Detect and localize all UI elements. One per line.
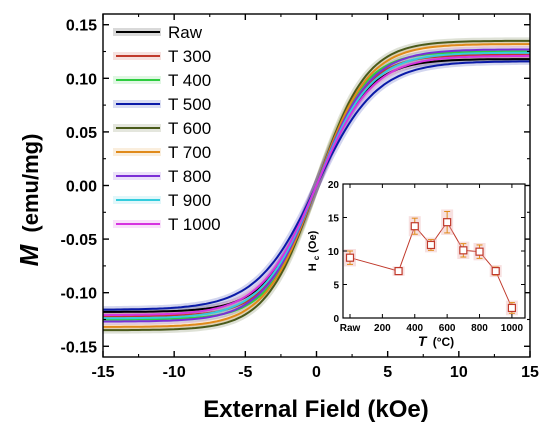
legend-item-t-900: T 900: [113, 191, 211, 210]
inset-marker: [507, 303, 517, 313]
inset-marker: [394, 267, 403, 276]
inset-x-tick-label: 200: [374, 323, 391, 334]
legend: Raw T 300 T 400 T 500 T 600 T 700 T 800 T 900 T …: [113, 23, 221, 234]
legend-label: T 500: [168, 95, 211, 114]
legend-item-t-400: T 400: [113, 71, 211, 90]
legend-label: T 400: [168, 71, 211, 90]
inset-marker: [426, 240, 436, 250]
main-series-group: [103, 37, 530, 334]
inset-x-tick-label: 400: [406, 323, 423, 334]
legend-item-t-1000: T 1000: [113, 215, 221, 234]
inset-x-tick-label: 800: [471, 323, 488, 334]
y-tick-label: 0.00: [66, 179, 97, 196]
inset-point-900: [489, 265, 502, 278]
inset-point-raw: [344, 249, 356, 267]
y-tick-label: 0.05: [66, 125, 97, 142]
x-tick-label: 10: [450, 364, 468, 381]
inset-series-group: [344, 209, 518, 316]
inset-background: [343, 184, 525, 318]
y-tick-label: -0.10: [61, 286, 98, 303]
inset-point-700: [457, 241, 470, 260]
legend-label: T 600: [168, 119, 211, 138]
legend-item-t-600: T 600: [113, 119, 211, 138]
inset-point-800: [473, 242, 486, 261]
inset-x-axis-title: T (°C): [418, 333, 454, 349]
inset-point-300: [392, 266, 405, 276]
inset-marker: [345, 253, 355, 262]
y-tick-label: 0.15: [66, 18, 97, 35]
legend-item-t-300: T 300: [113, 47, 211, 66]
legend-item-raw: Raw: [113, 23, 203, 42]
legend-label: T 900: [168, 191, 211, 210]
y-axis-title-symbol: M: [14, 243, 44, 266]
inset-x-tick-label: Raw: [340, 323, 361, 334]
x-tick-label: 5: [383, 364, 392, 381]
x-tick-label: -10: [163, 364, 186, 381]
y-tick-label: -0.15: [61, 339, 98, 356]
inset-y-tick-label: 0: [333, 314, 339, 325]
main-axes-group: -15 -10 -5 0 5 10 15 -0.15 -0.10 -0.05 0.00 0.05 0.1…: [61, 14, 539, 381]
x-tick-label: -15: [91, 364, 114, 381]
legend-label: Raw: [168, 23, 203, 42]
inset-y-tick-label: 10: [328, 247, 340, 258]
inset-y-axis-title-unit: (Oe): [307, 230, 319, 255]
inset-x-tick-label: 1000: [501, 323, 524, 334]
inset-marker: [443, 218, 452, 227]
inset-marker: [459, 246, 468, 255]
legend-label: T 300: [168, 47, 211, 66]
inset-marker: [410, 222, 419, 231]
inset-y-tick-label: 15: [328, 214, 340, 225]
legend-item-t-700: T 700: [113, 143, 211, 162]
y-axis-title-unit: (emu/mg): [18, 134, 43, 233]
inset-y-tick-label: 5: [333, 281, 339, 292]
y-tick-label: 0.10: [66, 71, 97, 88]
inset-y-axis-title: H c (Oe): [307, 230, 321, 271]
legend-label: T 1000: [168, 215, 221, 234]
inset-axes-group: 0 5 10 15 20 Raw 200 400 600 800 1000: [328, 180, 525, 334]
y-tick-label: -0.05: [61, 232, 98, 249]
y-axis-title: M (emu/mg): [14, 134, 44, 267]
legend-item-t-800: T 800: [113, 167, 211, 186]
legend-label: T 800: [168, 167, 211, 186]
inset-point-600: [441, 209, 454, 235]
series-line-t-1000: [103, 54, 530, 317]
legend-label: T 700: [168, 143, 211, 162]
inset-point-400: [408, 216, 421, 237]
inset-y-tick-label: 20: [328, 180, 340, 191]
inset-x-axis-title-unit: (°C): [433, 335, 454, 349]
inset-point-500: [424, 237, 437, 253]
x-tick-label: 0: [312, 364, 321, 381]
x-tick-label: 15: [521, 364, 539, 381]
inset-x-tick-label: 600: [439, 323, 456, 334]
inset-marker: [475, 247, 484, 256]
x-axis-title: External Field (kOe): [203, 396, 428, 423]
inset-point-1000: [505, 300, 518, 316]
inset-y-axis-title-text: H: [307, 263, 319, 271]
inset-marker: [491, 267, 500, 276]
x-tick-label: -5: [238, 364, 252, 381]
legend-item-t-500: T 500: [113, 95, 211, 114]
inset-x-axis-title-symbol: T: [418, 333, 428, 349]
inset-y-axis-title-subscript: c: [312, 255, 321, 260]
